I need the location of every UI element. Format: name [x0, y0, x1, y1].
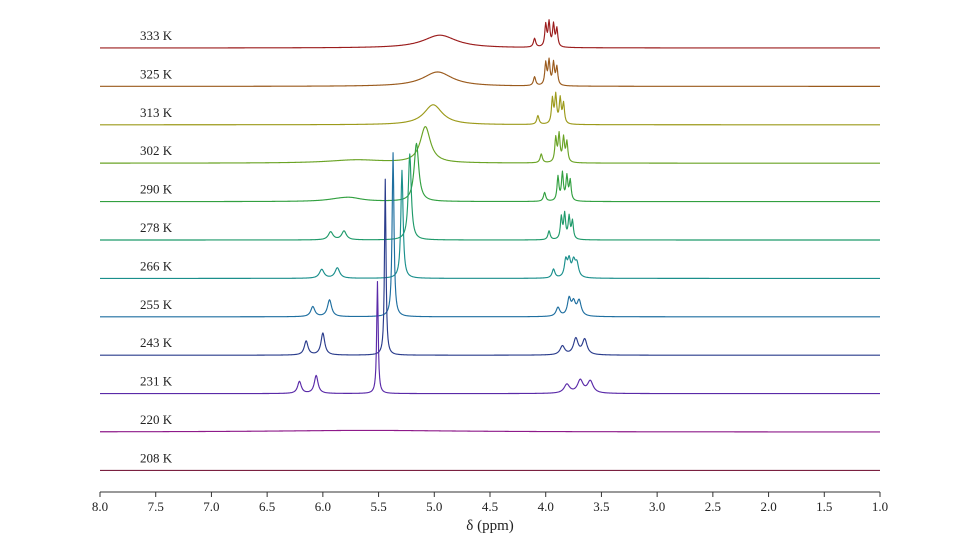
- temperature-label: 255 K: [140, 297, 173, 312]
- x-tick-label: 8.0: [92, 499, 108, 514]
- x-tick-label: 7.5: [148, 499, 164, 514]
- x-axis: 8.0 7.5 7.0 6.5 6.0 5.5 5.0 4.5 4.0 3.5 3.0 2.5 2.0 1…: [92, 491, 888, 534]
- temperature-label: 208 K: [140, 450, 173, 465]
- spectrum-trace-243k: [99, 178, 881, 356]
- x-tick-label: 3.5: [593, 499, 609, 514]
- temperature-label: 313 K: [140, 105, 173, 120]
- spectrum-trace-333k: [99, 19, 881, 49]
- temperature-label: 325 K: [140, 66, 173, 81]
- x-tick-label: 6.0: [315, 499, 331, 514]
- x-tick-label: 4.0: [538, 499, 554, 514]
- x-tick-label: 2.5: [705, 499, 721, 514]
- x-tick-label: 5.0: [426, 499, 442, 514]
- spectrum-trace-255k: [99, 152, 881, 318]
- spectrum-trace-220k: [99, 429, 881, 433]
- x-axis-title: δ (ppm): [466, 518, 513, 534]
- spectra-group: [99, 19, 881, 471]
- temperature-label: 220 K: [140, 412, 173, 427]
- temperature-label: 333 K: [140, 28, 173, 43]
- temperature-label: 278 K: [140, 220, 173, 235]
- x-tick-label: 4.5: [482, 499, 498, 514]
- temperature-label: 302 K: [140, 143, 173, 158]
- spectrum-trace-325k: [99, 57, 881, 87]
- x-tick-label: 2.0: [760, 499, 776, 514]
- spectrum-trace-313k: [99, 91, 881, 126]
- spectrum-trace-266k: [99, 169, 881, 279]
- x-tick-label: 5.5: [370, 499, 386, 514]
- x-tick-label: 7.0: [203, 499, 219, 514]
- spectrum-trace-302k: [99, 126, 881, 164]
- x-axis-ticks: 8.0 7.5 7.0 6.5 6.0 5.5 5.0 4.5 4.0 3.5 3.0 2.5 2.0 1…: [92, 492, 888, 514]
- temperature-label: 266 K: [140, 258, 173, 273]
- x-tick-label: 1.5: [816, 499, 832, 514]
- spectrum-trace-278k: [99, 153, 881, 241]
- spectrum-trace-290k: [99, 142, 881, 203]
- temperature-label: 243 K: [140, 335, 173, 350]
- temperature-labels: 333 K 325 K 313 K 302 K 290 K 278 K 266 K 255 K…: [140, 28, 173, 465]
- temperature-label: 231 K: [140, 374, 173, 389]
- temperature-label: 290 K: [140, 182, 173, 197]
- x-tick-label: 3.0: [649, 499, 665, 514]
- spectrum-trace-231k: [99, 280, 881, 395]
- x-tick-label: 6.5: [259, 499, 275, 514]
- x-tick-label: 1.0: [872, 499, 888, 514]
